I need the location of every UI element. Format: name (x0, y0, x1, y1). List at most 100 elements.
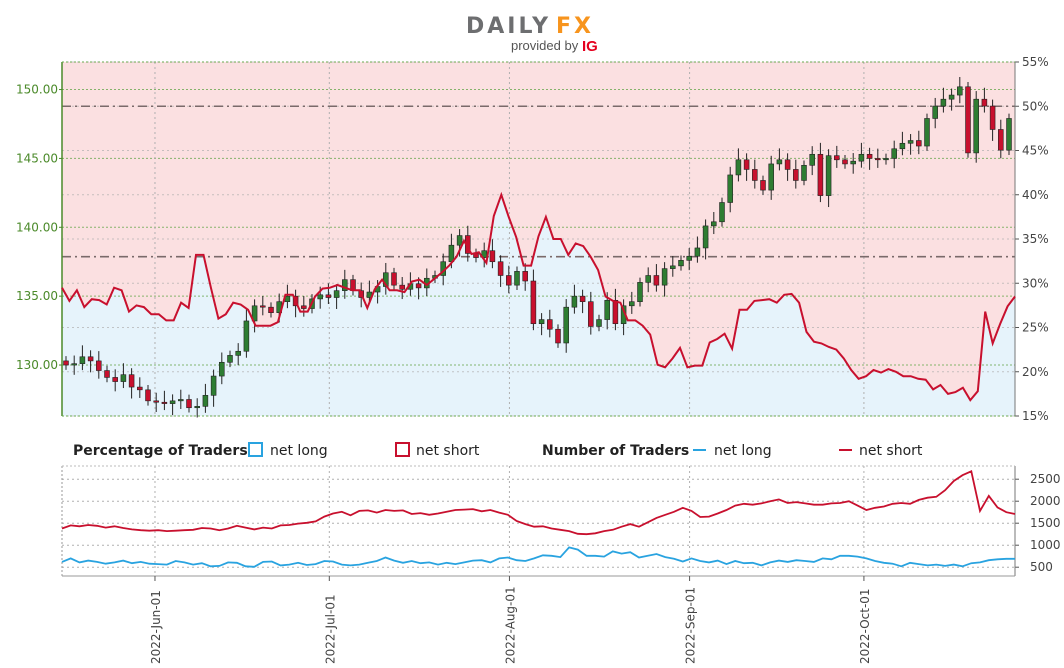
candle-body (481, 250, 487, 258)
candle-body (194, 406, 200, 409)
count-tick-label: 500 (1030, 560, 1053, 574)
candle-body (579, 295, 586, 302)
candle-body (694, 247, 701, 257)
candle-body (243, 320, 250, 352)
pct-tick-label: 30% (1022, 276, 1049, 290)
candle-body (924, 118, 930, 147)
candle-body (104, 370, 110, 378)
net-short-count-line (61, 470, 1016, 536)
x-tick-label: 2022-Oct-01 (858, 588, 872, 664)
legend-pct-title: Percentage of Traders (73, 443, 248, 459)
pct-tick-label: 40% (1022, 188, 1049, 202)
candle-body (981, 98, 988, 107)
dailyfx-logo: DAILY FX provided by IG (466, 14, 598, 55)
pct-tick-label: 15% (1022, 409, 1049, 423)
candle-body (875, 158, 881, 161)
candle-body (653, 275, 660, 286)
legend-pct-short-swatch (395, 442, 410, 457)
candle-body (776, 159, 783, 165)
price-tick-label: 130.00 (16, 358, 58, 372)
candle-body (317, 294, 323, 300)
logo-provided-by: provided by (511, 38, 579, 53)
candle-body (612, 299, 619, 325)
candle-body (333, 290, 340, 298)
candle-body (96, 360, 102, 371)
candle-body (596, 319, 602, 327)
candle-body (342, 279, 348, 291)
logo-ig: IG (582, 38, 598, 55)
candle-body (957, 86, 963, 96)
candle-body (571, 295, 578, 308)
candle-body (932, 105, 938, 119)
candle-body (137, 386, 143, 391)
trader-count-panel: 500 1000 1500 2000 2500 (61, 465, 1061, 577)
candle-body (186, 399, 192, 409)
candle-body (415, 283, 422, 289)
candle-body (219, 361, 225, 377)
candle-body (866, 153, 873, 159)
candle-body (268, 306, 274, 313)
candle-body (891, 148, 897, 159)
candle-body (834, 155, 840, 161)
candle-body (178, 399, 184, 402)
candle-body (711, 221, 717, 227)
candle-body (998, 129, 1004, 151)
candle-body (858, 153, 865, 162)
candle-body (735, 159, 742, 176)
candle-body (112, 377, 118, 382)
candle-body (588, 301, 594, 327)
candle-body (948, 94, 955, 100)
candle-body (965, 86, 971, 154)
price-tick-label: 140.00 (16, 220, 58, 234)
candle-body (1006, 118, 1012, 151)
candle-body (391, 272, 397, 286)
candle-body (538, 319, 545, 325)
legend: Percentage of Traders net long net short… (73, 442, 923, 459)
candle-body (637, 282, 643, 302)
pct-tick-label: 35% (1022, 232, 1049, 246)
candle-body (227, 355, 233, 363)
count-tick-label: 1500 (1030, 516, 1061, 530)
candle-body (210, 375, 217, 396)
candle-body (153, 400, 159, 403)
legend-num-title: Number of Traders (542, 443, 689, 459)
candle-body (202, 395, 209, 407)
candle-body (883, 158, 889, 161)
pct-tick-label: 50% (1022, 99, 1049, 113)
x-tick-label: 2022-Aug-01 (503, 586, 517, 664)
candle-body (727, 174, 733, 203)
candle-body (506, 275, 512, 286)
net-short-line (61, 191, 1016, 402)
candle-body (907, 140, 914, 144)
price-tick-label: 150.00 (16, 83, 58, 97)
logo-fx: FX (556, 14, 594, 39)
candle-body (547, 319, 553, 330)
candle-body (161, 401, 168, 404)
candle-body (702, 225, 709, 249)
candle-body (399, 284, 405, 290)
candle-body (79, 356, 86, 364)
candle-body (120, 374, 127, 382)
candle-body (63, 360, 69, 366)
candle-body (456, 235, 463, 246)
candle-body (325, 294, 332, 298)
legend-num-short-label: net short (859, 443, 923, 459)
candle-body (916, 140, 922, 147)
legend-num-long-label: net long (714, 443, 772, 459)
count-tick-label: 2000 (1030, 494, 1061, 508)
candle-body (128, 374, 135, 388)
net-long-area (62, 194, 1015, 416)
candle-body (809, 153, 815, 166)
candle-body (145, 389, 151, 402)
candle-body (645, 275, 651, 283)
candle-body (743, 159, 750, 170)
candle-body (784, 159, 791, 170)
legend-pct-long-swatch (248, 442, 263, 457)
x-tick-label: 2022-Sep-01 (684, 587, 698, 664)
candle-body (514, 271, 520, 286)
candle-body (604, 299, 610, 320)
candle-body (563, 306, 569, 344)
candle-body (251, 305, 258, 322)
candle-body (760, 180, 766, 191)
price-tick-label: 135.00 (16, 289, 58, 303)
